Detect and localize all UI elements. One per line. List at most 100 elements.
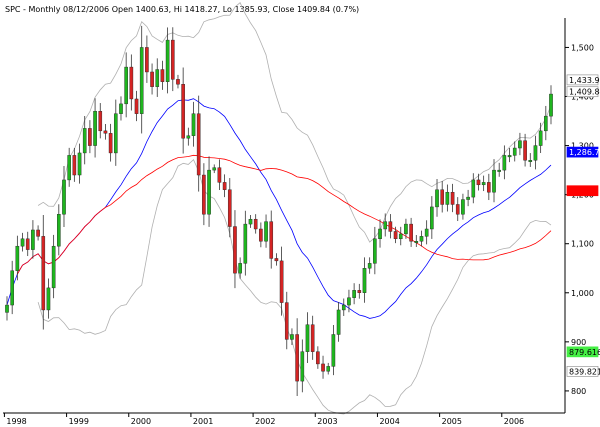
candle	[10, 260, 14, 315]
candle	[357, 283, 362, 299]
candle	[502, 145, 507, 180]
candle-body	[82, 128, 87, 154]
candle	[466, 189, 470, 207]
candle	[461, 193, 465, 220]
candle	[414, 235, 419, 247]
candle-body	[461, 199, 465, 215]
candle	[119, 96, 123, 121]
candle	[82, 115, 87, 165]
x-tick-label: 2001	[193, 417, 213, 426]
candle-body	[455, 204, 460, 215]
candle	[373, 226, 377, 275]
candle-body	[196, 113, 201, 176]
candle	[476, 173, 481, 191]
price-tags-layer: 1,433.91 1,409.84 1,286.72 1,208 879.616 839.…	[566, 74, 600, 377]
candle-body	[155, 69, 160, 87]
candle	[129, 54, 134, 111]
candle	[404, 218, 408, 239]
candle	[139, 25, 144, 134]
candle	[207, 156, 211, 227]
candle-body	[186, 135, 191, 139]
candle-body	[300, 351, 305, 382]
candle-body	[471, 179, 476, 198]
candle	[341, 298, 346, 316]
x-tick-label: 2002	[255, 417, 275, 426]
candle-body	[549, 93, 553, 117]
candle-body	[124, 66, 128, 105]
candle-body	[310, 324, 315, 352]
candle	[62, 166, 66, 228]
candle	[93, 98, 97, 158]
candle-body	[10, 270, 14, 306]
candle-body	[207, 169, 211, 215]
candle-body	[176, 79, 180, 85]
candle	[155, 58, 160, 97]
candle	[160, 60, 165, 90]
bands-layer	[37, 2, 552, 415]
candle-body	[72, 155, 77, 176]
candle-body	[388, 221, 393, 232]
candle-body	[5, 304, 9, 313]
x-tick-label: 2000	[131, 417, 151, 426]
candle-body	[487, 182, 491, 193]
candle	[72, 147, 77, 182]
candle	[528, 153, 533, 167]
price-tag-box	[566, 86, 599, 98]
candle-body	[362, 268, 367, 293]
candle	[170, 27, 175, 92]
candle-body	[103, 130, 108, 134]
candle	[533, 135, 538, 170]
candle	[512, 141, 517, 162]
candle	[202, 163, 206, 226]
candle-body	[383, 221, 388, 230]
candle	[430, 196, 434, 239]
candle	[264, 214, 268, 248]
candle-body	[113, 113, 118, 154]
candle-body	[233, 226, 237, 274]
candle	[347, 289, 351, 313]
candle-body	[533, 145, 538, 161]
candle-body	[290, 334, 294, 340]
candle-body	[202, 174, 206, 215]
candle	[367, 257, 372, 274]
candle-body	[25, 238, 30, 250]
candle-body	[367, 263, 372, 269]
upper-band-line	[37, 2, 552, 243]
candle-body	[352, 290, 356, 298]
y-tick-label: 1,500	[571, 43, 594, 52]
candle	[455, 197, 460, 222]
candle-body	[481, 182, 486, 186]
candle-body	[414, 241, 419, 243]
candle-body	[46, 287, 51, 311]
candle-body	[538, 130, 543, 146]
candle	[212, 164, 217, 174]
candle	[51, 234, 56, 299]
candle	[279, 246, 284, 316]
candle-body	[357, 290, 362, 293]
price-tag-box	[566, 346, 599, 358]
candle	[310, 315, 315, 360]
candle-body	[295, 334, 299, 382]
candle-body	[430, 206, 434, 230]
price-tag-box	[566, 146, 599, 158]
candle	[181, 67, 185, 154]
x-tick-label: 2005	[442, 417, 462, 426]
candle	[67, 147, 71, 187]
candle	[15, 235, 20, 281]
candle	[248, 215, 253, 228]
candle-body	[347, 297, 351, 306]
candle-body	[88, 128, 92, 146]
candle	[507, 148, 512, 163]
candle-body	[77, 152, 82, 176]
candle	[492, 159, 496, 203]
red-moving-average-line	[17, 154, 552, 275]
y-tick-label: 1,100	[571, 240, 594, 249]
candle-body	[497, 169, 501, 172]
candle	[398, 226, 403, 246]
x-tick-label: 2003	[317, 417, 337, 426]
candle-body	[518, 140, 522, 149]
candle	[233, 210, 237, 289]
price-tag-label: 1,286.72	[569, 148, 600, 157]
candle-body	[20, 238, 25, 247]
